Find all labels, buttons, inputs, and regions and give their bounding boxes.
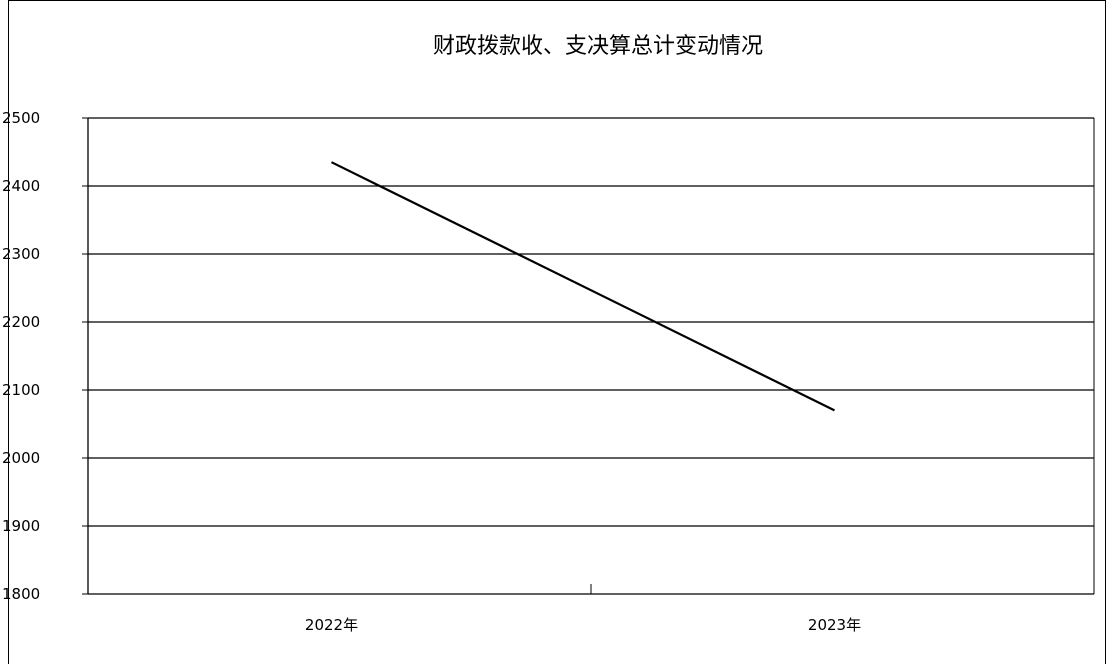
x-tick-label-1: 2023年 [808, 616, 861, 634]
y-tick-label-1900: 1900 [2, 517, 40, 535]
chart-title: 财政拨款收、支决算总计变动情况 [432, 34, 763, 59]
y-tick-label-2100: 2100 [2, 381, 40, 399]
y-tick-label-2400: 2400 [2, 177, 40, 195]
chart-frame [8, 0, 1106, 664]
series-line-0 [331, 161, 835, 412]
y-tick-label-1800: 1800 [2, 585, 40, 603]
y-tick-label-2200: 2200 [2, 313, 40, 331]
y-tick-label-2000: 2000 [2, 449, 40, 467]
y-tick-label-2500: 2500 [2, 109, 40, 127]
x-tick-label-0: 2022年 [305, 616, 358, 634]
y-tick-label-2300: 2300 [2, 245, 40, 263]
